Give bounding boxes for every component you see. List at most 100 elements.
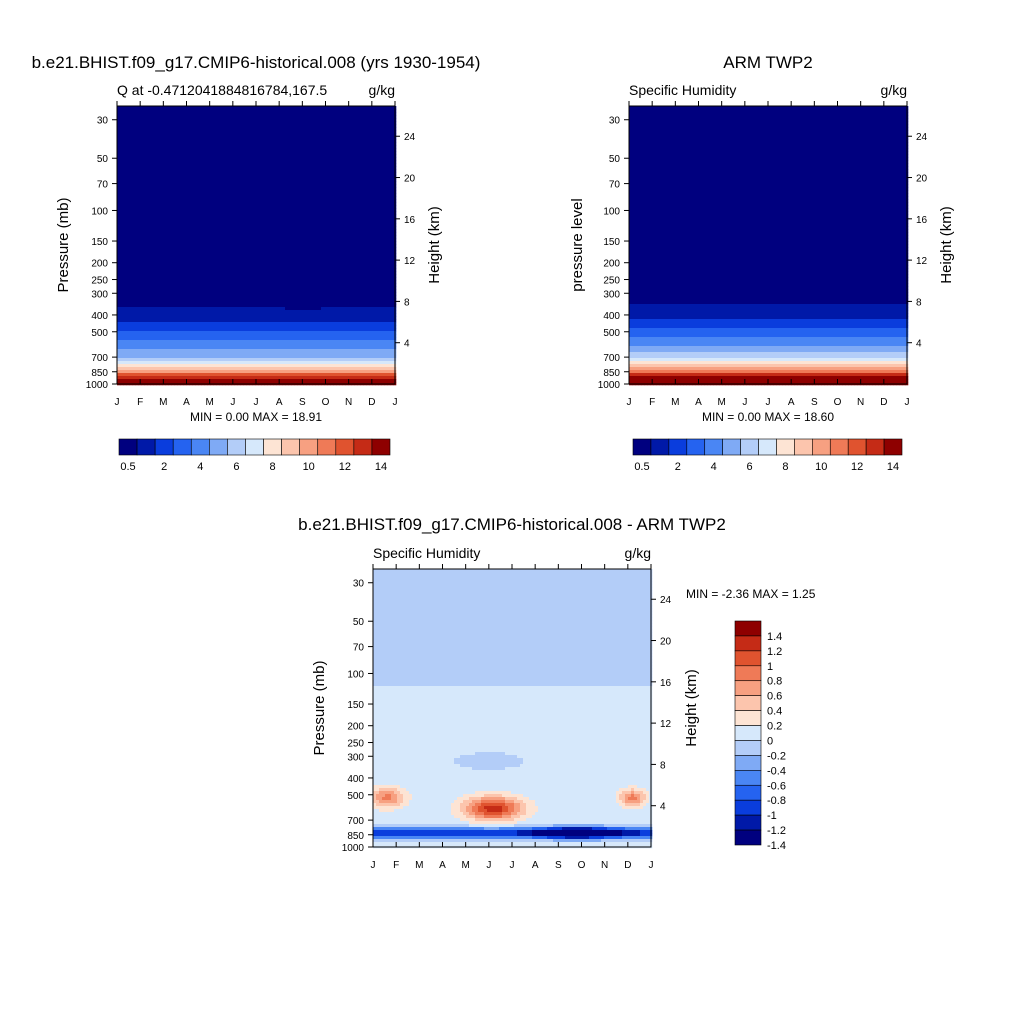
contour-cell bbox=[288, 223, 291, 226]
contour-cell bbox=[384, 223, 387, 226]
contour-cell bbox=[387, 112, 390, 115]
contour-cell bbox=[261, 136, 264, 139]
contour-cell bbox=[183, 262, 186, 265]
contour-cell bbox=[270, 193, 273, 196]
contour-cell bbox=[240, 235, 243, 238]
contour-cell bbox=[378, 157, 381, 160]
contour-cell bbox=[255, 169, 258, 172]
contour-cell bbox=[312, 235, 315, 238]
contour-cell bbox=[267, 112, 270, 115]
contour-cell bbox=[210, 115, 213, 118]
contour-cell bbox=[168, 214, 171, 217]
contour-cell bbox=[222, 181, 225, 184]
contour-cell bbox=[390, 202, 393, 205]
contour-cell bbox=[186, 223, 189, 226]
contour-cell bbox=[156, 136, 159, 139]
contour-cell bbox=[153, 178, 156, 181]
contour-cell bbox=[180, 133, 183, 136]
contour-cell bbox=[147, 175, 150, 178]
contour-cell bbox=[378, 238, 381, 241]
contour-cell bbox=[363, 166, 366, 169]
contour-cell bbox=[201, 253, 204, 256]
contour-cell bbox=[366, 238, 369, 241]
contour-cell bbox=[375, 208, 378, 211]
contour-cell bbox=[324, 226, 327, 229]
contour-cell bbox=[207, 154, 210, 157]
contour-cell bbox=[144, 190, 147, 193]
contour-cell bbox=[297, 214, 300, 217]
contour-cell bbox=[381, 262, 384, 265]
contour-cell bbox=[381, 247, 384, 250]
contour-cell bbox=[321, 205, 324, 208]
contour-cell bbox=[330, 223, 333, 226]
contour-cell bbox=[333, 112, 336, 115]
contour-cell bbox=[387, 160, 390, 163]
contour-cell bbox=[213, 199, 216, 202]
contour-cell bbox=[336, 190, 339, 193]
contour-cell bbox=[210, 121, 213, 124]
contour-cell bbox=[153, 166, 156, 169]
contour-cell bbox=[177, 211, 180, 214]
contour-cell bbox=[348, 262, 351, 265]
contour-cell bbox=[378, 169, 381, 172]
contour-cell bbox=[375, 253, 378, 256]
contour-cell bbox=[195, 187, 198, 190]
contour-cell bbox=[324, 121, 327, 124]
contour-cell bbox=[171, 262, 174, 265]
contour-cell bbox=[300, 184, 303, 187]
contour-cell bbox=[162, 175, 165, 178]
contour-cell bbox=[195, 184, 198, 187]
contour-cell bbox=[336, 238, 339, 241]
contour-cell bbox=[267, 214, 270, 217]
contour-cell bbox=[285, 250, 288, 253]
contour-cell bbox=[354, 109, 357, 112]
contour-cell bbox=[336, 187, 339, 190]
contour-cell bbox=[219, 127, 222, 130]
contour-cell bbox=[150, 145, 153, 148]
contour-cell bbox=[276, 109, 279, 112]
contour-cell bbox=[150, 136, 153, 139]
contour-cell bbox=[153, 217, 156, 220]
contour-cell bbox=[240, 223, 243, 226]
contour-cell bbox=[153, 202, 156, 205]
contour-cell bbox=[375, 115, 378, 118]
contour-cell bbox=[252, 121, 255, 124]
contour-cell bbox=[264, 184, 267, 187]
contour-cell bbox=[387, 262, 390, 265]
contour-cell bbox=[141, 118, 144, 121]
contour-cell bbox=[315, 136, 318, 139]
contour-cell bbox=[390, 169, 393, 172]
contour-cell bbox=[303, 223, 306, 226]
contour-cell bbox=[276, 133, 279, 136]
contour-cell bbox=[243, 211, 246, 214]
contour-cell bbox=[183, 256, 186, 259]
contour-cell bbox=[258, 247, 261, 250]
contour-cell bbox=[357, 247, 360, 250]
contour-cell bbox=[162, 193, 165, 196]
contour-cell bbox=[192, 112, 195, 115]
contour-cell bbox=[168, 208, 171, 211]
contour-cell bbox=[246, 223, 249, 226]
contour-cell bbox=[315, 199, 318, 202]
contour-cell bbox=[222, 136, 225, 139]
contour-cell bbox=[135, 112, 138, 115]
contour-cell bbox=[147, 229, 150, 232]
contour-cell bbox=[390, 124, 393, 127]
contour-cell bbox=[228, 223, 231, 226]
contour-cell bbox=[297, 112, 300, 115]
contour-cell bbox=[387, 151, 390, 154]
contour-cell bbox=[219, 205, 222, 208]
contour-cell bbox=[258, 226, 261, 229]
contour-cell bbox=[240, 193, 243, 196]
contour-cell bbox=[171, 166, 174, 169]
contour-cell bbox=[324, 145, 327, 148]
contour-cell bbox=[144, 145, 147, 148]
contour-cell bbox=[240, 226, 243, 229]
contour-cell bbox=[132, 241, 135, 244]
contour-cell bbox=[171, 151, 174, 154]
contour-cell bbox=[153, 157, 156, 160]
contour-cell bbox=[351, 118, 354, 121]
contour-cell bbox=[330, 127, 333, 130]
contour-cell bbox=[369, 175, 372, 178]
contour-cell bbox=[162, 217, 165, 220]
